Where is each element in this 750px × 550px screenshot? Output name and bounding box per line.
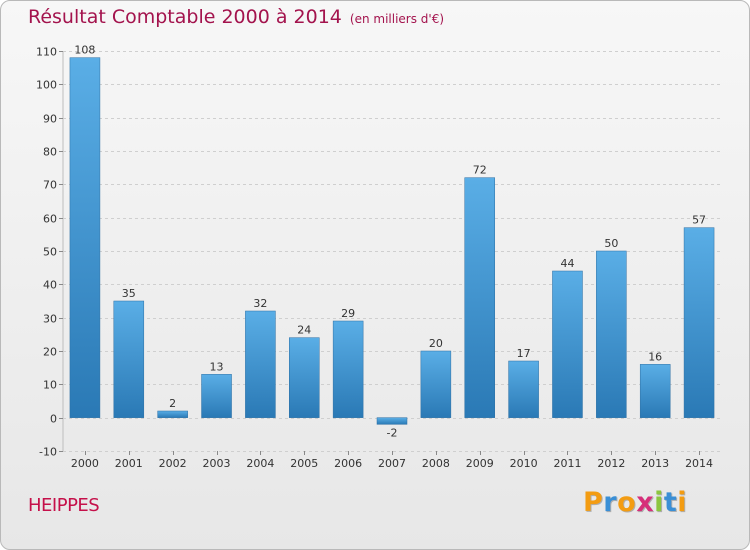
x-tick-label: 2003 bbox=[203, 457, 231, 470]
y-tick-label: 60 bbox=[43, 213, 57, 226]
bar bbox=[201, 374, 232, 418]
logo-letter: x bbox=[636, 487, 655, 518]
bar bbox=[420, 350, 452, 418]
y-tick: 20 bbox=[43, 346, 57, 359]
bar-value-label: 29 bbox=[341, 307, 355, 320]
bar-value-label: 50 bbox=[604, 237, 618, 250]
y-tick: 30 bbox=[43, 313, 57, 326]
y-tick-label: 90 bbox=[43, 113, 57, 126]
bar-value-label: 24 bbox=[297, 324, 311, 337]
bar bbox=[552, 270, 583, 418]
y-tick: -10 bbox=[39, 446, 57, 459]
bar-value-label: 57 bbox=[692, 214, 706, 227]
logo-letter: i bbox=[654, 487, 664, 518]
y-tick: 110 bbox=[36, 46, 57, 59]
bar-value-label: 2 bbox=[169, 397, 176, 410]
y-tick: 50 bbox=[43, 246, 57, 259]
bar bbox=[332, 320, 364, 418]
x-tick-label: 2006 bbox=[334, 457, 362, 470]
bar bbox=[683, 227, 715, 418]
x-tick-label: 2005 bbox=[290, 457, 318, 470]
y-tick-label: 40 bbox=[43, 279, 57, 292]
y-tick: 0 bbox=[50, 413, 57, 426]
title-main: Résultat Comptable 2000 à 2014 bbox=[28, 6, 342, 28]
y-tick-label: 50 bbox=[43, 246, 57, 259]
x-tick-label: 2009 bbox=[466, 457, 494, 470]
x-tick-label: 2011 bbox=[553, 457, 581, 470]
bar-value-label: 16 bbox=[648, 350, 662, 363]
chart-title: Résultat Comptable 2000 à 2014 (en millie… bbox=[28, 6, 444, 28]
y-tick-label: 110 bbox=[36, 46, 57, 59]
logo-letter: r bbox=[603, 487, 618, 518]
x-tick-label: 2008 bbox=[422, 457, 450, 470]
bar-value-label: 35 bbox=[122, 287, 136, 300]
y-axis: -10 0 10 20 30 40 50 60 70 80 90 100 110 bbox=[36, 46, 63, 459]
title-subtitle: (en milliers d'€) bbox=[349, 12, 445, 26]
bar-value-label: 32 bbox=[253, 297, 267, 310]
bar-value-label: -2 bbox=[387, 426, 398, 439]
bar bbox=[596, 250, 627, 418]
x-tick-label: 2007 bbox=[378, 457, 406, 470]
logo-letter: i bbox=[677, 487, 688, 518]
x-tick-label: 2014 bbox=[685, 457, 713, 470]
y-tick-label: 100 bbox=[36, 79, 57, 92]
y-tick-label: 0 bbox=[50, 413, 57, 426]
x-tick-label: 2010 bbox=[510, 457, 538, 470]
y-tick: 70 bbox=[43, 179, 57, 192]
y-tick-label: 10 bbox=[43, 379, 57, 392]
bar-value-label: 17 bbox=[517, 347, 531, 360]
bar-value-label: 20 bbox=[429, 337, 443, 350]
bar-value-label: 13 bbox=[210, 360, 224, 373]
x-tick-label: 2012 bbox=[597, 457, 625, 470]
proxiti-logo[interactable]: Proxiti bbox=[583, 487, 687, 518]
y-tick-label: 20 bbox=[43, 346, 57, 359]
bar-value-label: 108 bbox=[74, 44, 95, 57]
y-tick: 90 bbox=[43, 113, 57, 126]
x-tick-label: 2000 bbox=[71, 457, 99, 470]
bar-value-label: 72 bbox=[473, 164, 487, 177]
x-axis: 2000 2001 2002 2003 2004 2005 2006 2007 2008 2009… bbox=[71, 451, 713, 470]
y-tick: 10 bbox=[43, 379, 57, 392]
commune-name: HEIPPES bbox=[28, 495, 100, 516]
y-tick: 100 bbox=[36, 79, 57, 92]
bar bbox=[245, 310, 276, 418]
logo-letter: P bbox=[583, 487, 604, 518]
y-tick: 80 bbox=[43, 146, 57, 159]
y-tick-label: 70 bbox=[43, 179, 57, 192]
y-tick-label: -10 bbox=[39, 446, 57, 459]
grid-lines bbox=[62, 51, 721, 452]
bar bbox=[69, 57, 101, 418]
bar bbox=[113, 300, 145, 418]
bar bbox=[157, 410, 188, 418]
y-tick: 40 bbox=[43, 279, 57, 292]
y-tick: 60 bbox=[43, 213, 57, 226]
x-tick-label: 2002 bbox=[159, 457, 187, 470]
bar bbox=[289, 337, 320, 418]
bar bbox=[464, 177, 495, 418]
y-tick-label: 30 bbox=[43, 313, 57, 326]
x-tick-label: 2004 bbox=[246, 457, 274, 470]
x-tick-label: 2013 bbox=[641, 457, 669, 470]
bar bbox=[508, 360, 539, 418]
bar bbox=[639, 364, 671, 418]
bar-value-label: 44 bbox=[560, 257, 574, 270]
y-tick-label: 80 bbox=[43, 146, 57, 159]
x-tick-label: 2001 bbox=[115, 457, 143, 470]
logo-letter: o bbox=[617, 487, 637, 518]
logo-letter: t bbox=[663, 487, 678, 518]
bar bbox=[376, 417, 408, 425]
bars: 108 35 2 13 32 24 29 -2 20 72 17 44 50 16 57 bbox=[69, 44, 715, 439]
